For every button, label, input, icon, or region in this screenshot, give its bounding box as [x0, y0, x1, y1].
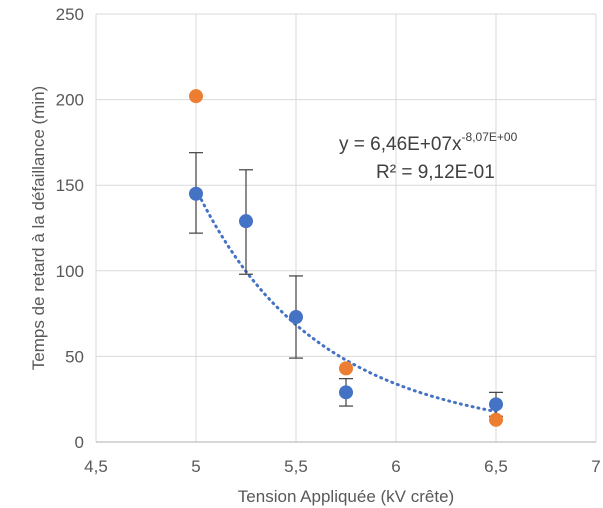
data-point-series-1	[239, 214, 253, 229]
r-squared-label: R² = 9,12E-01	[376, 162, 495, 183]
data-point-series-1	[489, 397, 503, 412]
error-bars	[189, 152, 503, 417]
y-tick-label: 0	[75, 433, 84, 452]
data-points	[189, 89, 503, 427]
x-tick-label: 6	[391, 457, 400, 476]
data-point-series-2	[339, 361, 353, 376]
x-axis-title: Tension Appliquée (kV crête)	[238, 487, 454, 506]
gridlines	[95, 13, 597, 442]
data-point-series-1	[289, 310, 303, 325]
data-point-series-1	[189, 186, 203, 201]
y-tick-label: 50	[65, 347, 84, 366]
trendline-equation-base: y = 6,46E+07x	[339, 134, 462, 155]
tick-labels: 4,5 5 5,5 6 6,5 7 0 50 100 150 200 250	[56, 5, 601, 476]
y-tick-label: 200	[56, 91, 84, 110]
y-tick-label: 250	[56, 5, 84, 24]
x-tick-label: 5,5	[284, 457, 308, 476]
y-tick-label: 100	[56, 262, 84, 281]
x-tick-label: 7	[591, 457, 600, 476]
y-axis-title: Temps de retard à la défaillance (min)	[29, 86, 48, 370]
data-point-series-2	[189, 89, 203, 104]
x-tick-label: 6,5	[484, 457, 508, 476]
data-point-series-2	[489, 412, 503, 427]
trendline-equation: y = 6,46E+07x-8,07E+00	[339, 130, 518, 155]
trendline-equation-exponent: -8,07E+00	[462, 130, 518, 144]
y-tick-label: 150	[56, 176, 84, 195]
x-tick-label: 4,5	[84, 457, 108, 476]
x-tick-label: 5	[191, 457, 200, 476]
data-point-series-1	[339, 385, 353, 400]
